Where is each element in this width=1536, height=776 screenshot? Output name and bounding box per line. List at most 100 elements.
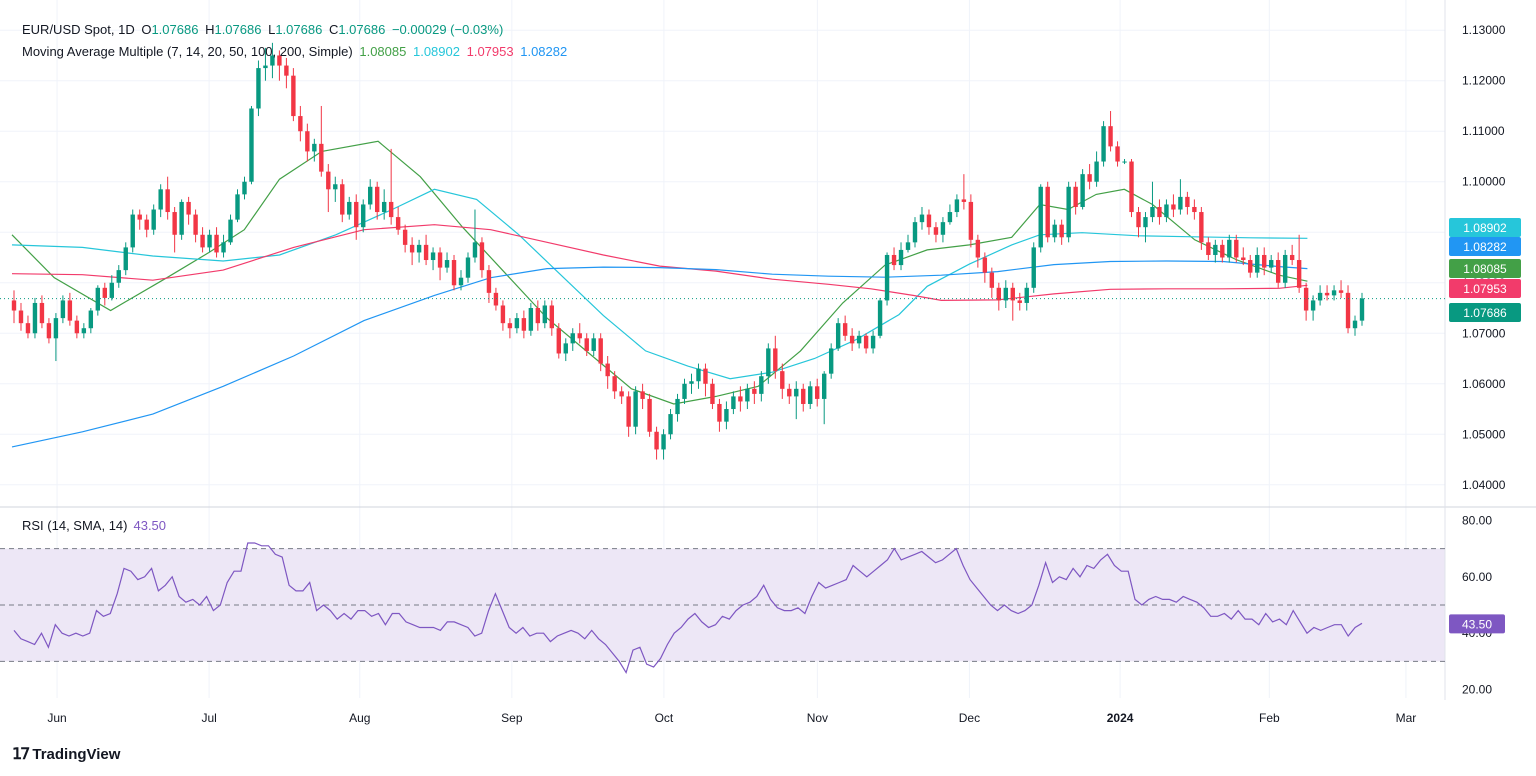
candle-body	[493, 292, 499, 306]
candle-body	[298, 116, 303, 132]
candle-body	[319, 143, 324, 172]
candle-body	[1269, 260, 1274, 268]
candle-body	[67, 300, 73, 321]
candle-body	[388, 201, 394, 218]
candle-body	[1317, 292, 1323, 301]
candle-body	[11, 300, 17, 311]
symbol-title[interactable]: EUR/USD Spot, 1D	[22, 22, 135, 37]
candle-body	[1045, 186, 1050, 238]
candle-body	[18, 310, 24, 324]
rsi-title[interactable]: RSI (14, SMA, 14)	[22, 518, 128, 533]
candle-body	[884, 254, 890, 301]
price-axis[interactable]: 1.130001.120001.110001.100001.090001.080…	[1462, 23, 1506, 492]
candle-body	[242, 181, 247, 195]
candle-body	[444, 260, 450, 268]
candle-body	[591, 338, 596, 351]
candle-body	[675, 398, 680, 415]
candle-body	[1094, 161, 1099, 182]
candle-body	[102, 287, 107, 298]
candle-body	[500, 305, 506, 324]
time-axis[interactable]: Jun Jul Aug Sep Oct Nov Dec 2024 Feb Mar	[47, 711, 1416, 725]
tradingview-logo[interactable]: 𝟣𝟩 TradingView	[12, 744, 120, 764]
candle-body	[1157, 206, 1162, 218]
rsi-value: 43.50	[133, 518, 167, 533]
candle-body	[1066, 186, 1071, 238]
time-tick-label: Feb	[1259, 711, 1280, 725]
rsi-legend: RSI (14, SMA, 14) 43.50	[22, 518, 166, 533]
candle-body	[759, 376, 764, 394]
candle-body	[1359, 298, 1365, 321]
candle-body	[465, 257, 471, 278]
candle-body	[1143, 217, 1148, 228]
close-label: C	[328, 22, 339, 37]
candle-body	[326, 171, 331, 190]
rsi-tick-label: 80.00	[1462, 513, 1492, 527]
candle-body	[1262, 254, 1267, 268]
candle-body	[821, 373, 827, 399]
candle-body	[88, 310, 94, 329]
candle-body	[891, 254, 897, 266]
candle-body	[668, 414, 673, 435]
candle-body	[374, 186, 380, 213]
candle-body	[933, 227, 939, 235]
candle-body	[381, 201, 387, 213]
time-tick-label: Aug	[349, 711, 370, 725]
candle-body	[39, 302, 45, 324]
candlestick-series	[11, 42, 1365, 460]
candle-body	[787, 388, 792, 397]
candle-body	[312, 143, 317, 152]
open-value: 1.07686	[151, 22, 199, 37]
candle-body	[116, 270, 121, 283]
price-tick-label: 1.06000	[1462, 377, 1506, 391]
price-tick-label: 1.05000	[1462, 427, 1506, 441]
candle-body	[472, 242, 478, 258]
time-tick-label: Jul	[201, 711, 216, 725]
candle-body	[1024, 287, 1029, 303]
candle-body	[1038, 186, 1043, 248]
candle-body	[263, 65, 268, 69]
candle-body	[109, 282, 114, 298]
candle-body	[654, 431, 659, 450]
rsi-levels	[0, 548, 1445, 662]
tradingview-icon: 𝟣𝟩	[12, 746, 30, 763]
candle-body	[752, 388, 757, 394]
candle-body	[486, 270, 492, 293]
candle-body	[996, 287, 1002, 301]
candle-body	[458, 277, 464, 286]
candle-body	[1115, 146, 1120, 162]
candle-body	[1073, 186, 1078, 207]
ma-title[interactable]: Moving Average Multiple (7, 14, 20, 50, …	[22, 44, 353, 59]
price-badge	[1449, 237, 1521, 256]
candle-body	[1087, 174, 1092, 182]
candle-body	[1206, 242, 1211, 255]
candle-body	[1171, 204, 1176, 210]
ma-value-1: 1.08085	[359, 44, 407, 59]
candle-body	[53, 318, 59, 339]
rsi-badge-label: 43.50	[1462, 617, 1492, 631]
candle-body	[430, 252, 436, 261]
candle-body	[333, 184, 338, 190]
price-tick-label: 1.11000	[1462, 124, 1505, 138]
candle-body	[877, 300, 883, 336]
candle-body	[982, 257, 988, 273]
candle-body	[305, 131, 310, 152]
candle-body	[1296, 260, 1302, 288]
candle-body	[696, 368, 701, 382]
candle-body	[626, 396, 631, 427]
price-badge-label: 1.08282	[1463, 240, 1507, 254]
ma-value-4: 1.08282	[520, 44, 568, 59]
symbol-legend: EUR/USD Spot, 1D O1.07686 H1.07686 L1.07…	[22, 22, 506, 38]
candle-body	[416, 244, 422, 253]
candle-body	[1185, 196, 1190, 207]
price-tick-label: 1.04000	[1462, 478, 1506, 492]
candle-body	[395, 217, 401, 230]
candle-body	[1289, 254, 1295, 261]
candle-body	[193, 214, 198, 235]
candle-body	[172, 212, 177, 235]
candle-body	[1003, 287, 1008, 301]
candle-body	[612, 376, 617, 392]
close-value: 1.07686	[338, 22, 386, 37]
candle-body	[137, 214, 142, 220]
brand-name: TradingView	[32, 745, 121, 763]
